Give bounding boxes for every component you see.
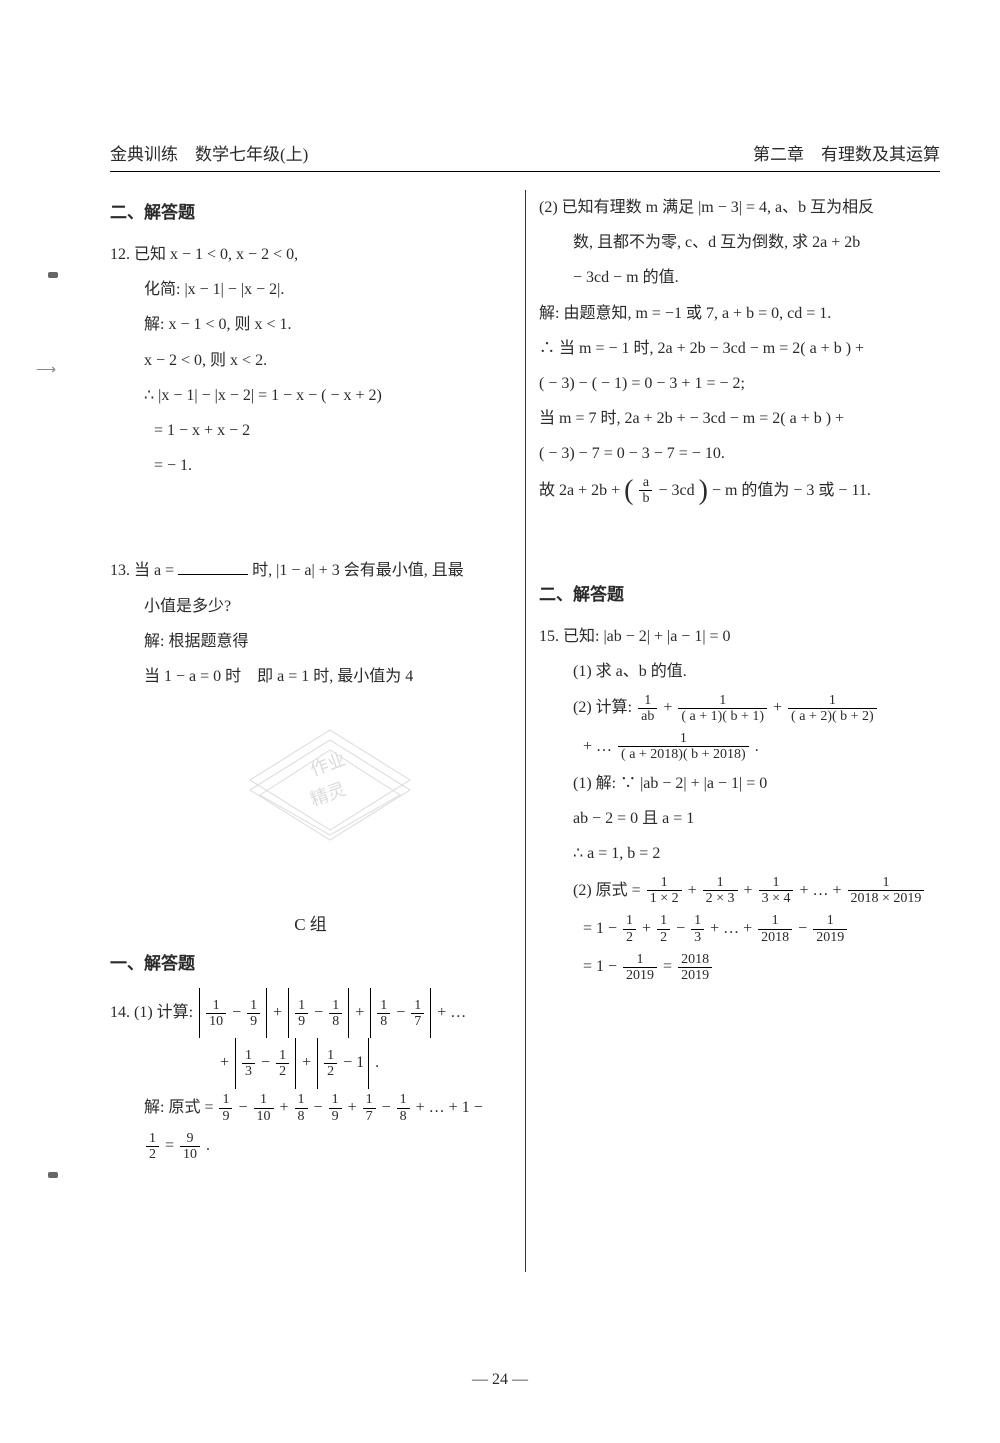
p13-line4: 当 1 − a = 0 时 即 a = 1 时, 最小值为 4: [110, 659, 511, 694]
content-columns: 二、解答题 12. 已知 x − 1 < 0, x − 2 < 0, 化简: |…: [110, 190, 940, 1192]
problem-15: 15. 已知: |ab − 2| + |a − 1| = 0 (1) 求 a、b…: [539, 619, 940, 987]
margin-dot-2: [48, 1172, 58, 1178]
page-number: — 24 —: [0, 1371, 1000, 1389]
p15-l1: 15. 已知: |ab − 2| + |a − 1| = 0: [539, 619, 940, 654]
problem-12: 12. 已知 x − 1 < 0, x − 2 < 0, 化简: |x − 1|…: [110, 237, 511, 483]
page-header: 金典训练 数学七年级(上) 第二章 有理数及其运算: [110, 140, 940, 172]
header-right: 第二章 有理数及其运算: [753, 140, 940, 165]
abs-term-5: 12 − 1: [317, 1038, 369, 1088]
p14-line1: 14. (1) 计算: 110 − 19 + 19 − 18 +: [110, 988, 511, 1038]
p14-2-l2: 数, 且都不为零, c、d 互为倒数, 求 2a + 2b: [539, 225, 940, 260]
p15-s2: ab − 2 = 0 且 a = 1: [539, 801, 940, 836]
p12-line3: 解: x − 1 < 0, 则 x < 1.: [110, 307, 511, 342]
right-column: (2) 已知有理数 m 满足 |m − 3| = 4, a、b 互为相反 数, …: [525, 190, 940, 1192]
abs-term-4: 13 − 12: [235, 1038, 296, 1088]
p13-line3: 解: 根据题意得: [110, 624, 511, 659]
p15-s6: = 1 − 12019 = 20182019: [539, 948, 940, 986]
section-2-title-right: 二、解答题: [539, 580, 940, 605]
p14-2-l6: ( − 3) − ( − 1) = 0 − 3 + 1 = − 2;: [539, 366, 940, 401]
p15-calc-line2: + … 1( a + 2018)( b + 2018) .: [539, 728, 940, 766]
p12-line1: 12. 已知 x − 1 < 0, x − 2 < 0,: [110, 237, 511, 272]
p14-2-l3: − 3cd − m 的值.: [539, 260, 940, 295]
abs-term-1: 110 − 19: [199, 988, 267, 1038]
p15-s5: = 1 − 12 + 12 − 13 + … + 12018 − 12019: [539, 910, 940, 948]
p13-line1: 13. 当 a = 时, |1 − a| + 3 会有最小值, 且最: [110, 553, 511, 588]
watermark-stamp: 作业 精灵: [110, 720, 511, 890]
p13-line2: 小值是多少?: [110, 589, 511, 624]
p14-sol-line2: 12 = 910 .: [110, 1127, 511, 1165]
group-c-label: C 组: [110, 910, 511, 935]
p12-line4: x − 2 < 0, 则 x < 2.: [110, 343, 511, 378]
p14-label: 14. (1) 计算:: [110, 1004, 197, 1021]
p15-calc-line1: (2) 计算: 1ab + 1( a + 1)( b + 1) + 1( a +…: [539, 689, 940, 727]
abs-term-3: 18 − 17: [370, 988, 431, 1038]
p12-line5: ∴ |x − 1| − |x − 2| = 1 − x − ( − x + 2): [110, 378, 511, 413]
svg-text:精灵: 精灵: [308, 779, 349, 810]
p12-line6: = 1 − x + x − 2: [110, 413, 511, 448]
page: ⟶ 金典训练 数学七年级(上) 第二章 有理数及其运算 二、解答题 12. 已知…: [0, 0, 1000, 1443]
blank-underline: [178, 559, 248, 575]
p14-2-l1: (2) 已知有理数 m 满足 |m − 3| = 4, a、b 互为相反: [539, 190, 940, 225]
p14-2-l9: 故 2a + 2b + ( ab − 3cd ) − m 的值为 − 3 或 −…: [539, 472, 940, 510]
abs-term-2: 19 − 18: [288, 988, 349, 1038]
p15-s1: (1) 解: ∵ |ab − 2| + |a − 1| = 0: [539, 766, 940, 801]
header-left: 金典训练 数学七年级(上): [110, 140, 308, 165]
p15-s4: (2) 原式 = 11 × 2 + 12 × 3 + 13 × 4 + … + …: [539, 872, 940, 910]
margin-dot-1: [48, 272, 58, 278]
p15-s3: ∴ a = 1, b = 2: [539, 836, 940, 871]
p15-l2: (1) 求 a、b 的值.: [539, 654, 940, 689]
left-column: 二、解答题 12. 已知 x − 1 < 0, x − 2 < 0, 化简: |…: [110, 190, 525, 1192]
problem-14: 14. (1) 计算: 110 − 19 + 19 − 18 +: [110, 988, 511, 1166]
svg-text:作业: 作业: [308, 749, 349, 780]
p14-2-l4: 解: 由题意知, m = −1 或 7, a + b = 0, cd = 1.: [539, 296, 940, 331]
problem-14-part2: (2) 已知有理数 m 满足 |m − 3| = 4, a、b 互为相反 数, …: [539, 190, 940, 510]
p13-l1a: 13. 当 a =: [110, 562, 178, 579]
p13-l1b: 时, |1 − a| + 3 会有最小值, 且最: [252, 562, 464, 579]
p14-2-l5: ∴ 当 m = − 1 时, 2a + 2b − 3cd − m = 2( a …: [539, 331, 940, 366]
p12-line2: 化简: |x − 1| − |x − 2|.: [110, 272, 511, 307]
p14-2-l8: ( − 3) − 7 = 0 − 3 − 7 = − 10.: [539, 436, 940, 471]
p14-2-l7: 当 m = 7 时, 2a + 2b + − 3cd − m = 2( a + …: [539, 401, 940, 436]
margin-mark-1: ⟶: [36, 362, 56, 379]
p14-sol-line1: 解: 原式 = 19 − 110 + 18 − 19 + 17 − 18 + ……: [110, 1089, 511, 1127]
section-2-title: 二、解答题: [110, 198, 511, 223]
problem-13: 13. 当 a = 时, |1 − a| + 3 会有最小值, 且最 小值是多少…: [110, 553, 511, 694]
column-divider: [525, 190, 526, 1272]
p12-line7: = − 1.: [110, 448, 511, 483]
section-1-title: 一、解答题: [110, 949, 511, 974]
p14-line2: + 13 − 12 + 12 − 1 .: [110, 1038, 511, 1088]
